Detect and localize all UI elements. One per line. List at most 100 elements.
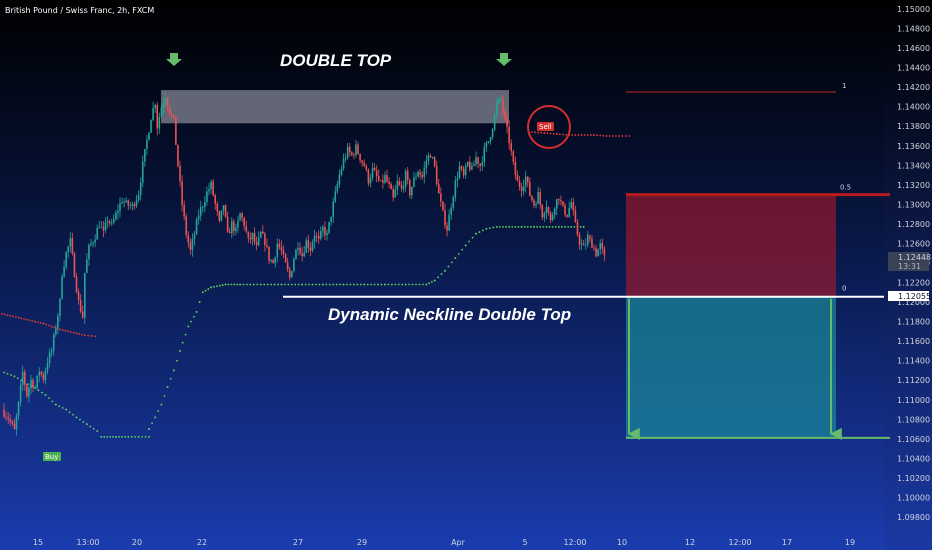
- candle: [278, 238, 281, 250]
- trail-dot: [100, 435, 103, 438]
- sell-signal[interactable]: Sell: [537, 122, 554, 131]
- candle: [584, 238, 587, 250]
- candle: [326, 229, 328, 241]
- bar-countdown: 13:31: [898, 262, 921, 271]
- candle: [419, 168, 421, 180]
- trail-dot: [370, 283, 373, 286]
- candle: [226, 211, 229, 233]
- trail-dot: [596, 134, 599, 137]
- candle: [516, 170, 519, 182]
- candle: [38, 367, 41, 382]
- trail-dot: [109, 435, 111, 438]
- trail-dot: [221, 284, 224, 286]
- candle: [17, 401, 20, 420]
- candle: [235, 223, 237, 236]
- y-tick-label: 1.13600: [897, 142, 930, 151]
- x-tick-label: 12: [685, 538, 695, 547]
- trail-dot: [195, 310, 198, 313]
- trail-dot: [263, 283, 266, 286]
- trail-dot: [482, 229, 484, 232]
- trail-dot: [505, 225, 507, 228]
- trail-dot: [590, 134, 592, 136]
- trail-dot: [543, 132, 546, 134]
- candle: [303, 245, 306, 258]
- trail-dot: [65, 408, 68, 411]
- candle: [185, 213, 188, 239]
- trail-dot: [154, 416, 157, 419]
- candlestick-series[interactable]: [3, 91, 606, 436]
- candle: [535, 201, 537, 209]
- candle: [384, 171, 386, 185]
- time-axis[interactable]: 15 13:00 20 22 27 29 Apr 5 12:00 10 12 12:00 17 19: [33, 538, 855, 547]
- candle: [330, 216, 332, 226]
- y-tick-label: 1.13400: [897, 161, 930, 170]
- trail-dot: [502, 225, 504, 228]
- candle: [394, 184, 397, 198]
- candle: [166, 96, 169, 111]
- trail-dot: [308, 283, 310, 286]
- trail-dot: [121, 435, 123, 438]
- candle: [555, 198, 558, 216]
- double-top-title: DOUBLE TOP: [280, 51, 392, 70]
- trail-dot: [68, 411, 71, 414]
- trail-dot: [169, 377, 172, 380]
- trail-dot: [428, 282, 431, 285]
- candle: [545, 200, 548, 220]
- trail-dot: [242, 283, 245, 286]
- trail-dot: [511, 225, 514, 228]
- candle: [319, 226, 322, 241]
- trail-dot: [148, 428, 150, 430]
- candle: [442, 201, 444, 212]
- trail-dot: [558, 133, 561, 136]
- y-tick-label: 1.10600: [897, 435, 930, 444]
- candle: [566, 214, 568, 218]
- candle: [86, 253, 88, 274]
- candle: [195, 217, 198, 235]
- candle: [431, 156, 434, 160]
- candle: [131, 201, 134, 211]
- trail-dot: [488, 227, 491, 230]
- candle: [34, 385, 36, 390]
- buy-signal[interactable]: Buy: [43, 452, 61, 461]
- candle: [408, 178, 411, 199]
- candle: [531, 195, 533, 203]
- candle: [46, 356, 49, 375]
- trail-dot: [304, 283, 307, 286]
- trail-dot: [28, 319, 31, 322]
- y-tick-label: 1.15000: [897, 5, 930, 14]
- fibonacci-projection[interactable]: 1 0.5 0: [626, 82, 890, 440]
- trail-dot: [557, 225, 560, 228]
- candle: [512, 149, 515, 166]
- trail-dot: [239, 283, 241, 286]
- x-tick-label: 17: [782, 538, 792, 547]
- candle: [170, 110, 173, 119]
- candle: [595, 244, 597, 258]
- x-tick-label: 27: [293, 538, 303, 547]
- y-tick-label: 1.10400: [897, 454, 930, 463]
- y-tick-label: 1.11400: [897, 357, 930, 366]
- trail-dot: [59, 328, 61, 331]
- candle: [466, 161, 469, 168]
- trail-dot: [447, 265, 450, 268]
- resistance-trail: [1, 131, 631, 338]
- trail-dot: [16, 377, 19, 380]
- candle: [44, 367, 47, 385]
- trail-dot: [546, 132, 549, 135]
- trail-dot: [539, 225, 542, 228]
- trail-dot: [184, 333, 187, 336]
- candle: [351, 151, 353, 157]
- candle: [450, 203, 452, 220]
- double-top-zone[interactable]: [161, 90, 509, 124]
- candle: [291, 270, 293, 278]
- trail-dot: [384, 283, 386, 286]
- candle: [21, 365, 24, 392]
- fib-label-0: 0: [842, 285, 846, 293]
- candle: [398, 177, 401, 187]
- candle: [427, 152, 430, 166]
- y-tick-label: 1.11200: [897, 376, 930, 385]
- price-axis[interactable]: 1.15000 1.14800 1.14600 1.14400 1.14200 1.140…: [897, 5, 930, 522]
- candle: [212, 178, 214, 197]
- x-tick-label: 29: [357, 538, 367, 547]
